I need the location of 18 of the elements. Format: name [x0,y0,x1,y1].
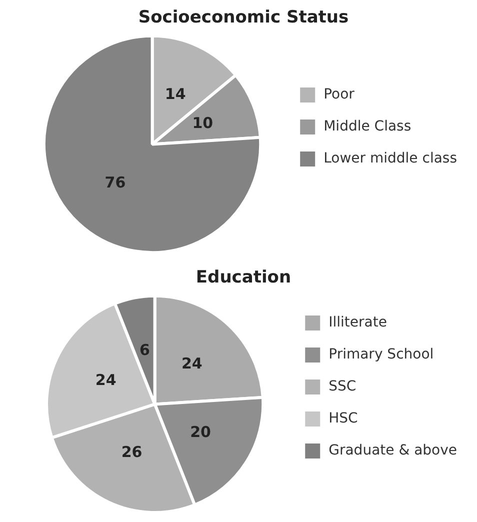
chart-title: Education [196,268,292,288]
legend-label: Lower middle class [324,150,458,167]
legend-label: Primary School [328,346,434,363]
chart-title: Socioeconomic Status [138,8,349,28]
data-label: 24 [95,371,116,390]
data-label: 26 [121,443,142,462]
legend-label: Middle Class [324,118,412,135]
legend-label: Illiterate [328,314,387,331]
data-label: 14 [164,85,186,104]
legend-label: SSC [328,378,356,395]
data-label: 10 [192,114,214,132]
data-label: 76 [104,174,126,192]
legend-label: HSC [328,410,358,427]
legend-label: Graduate & above [328,442,458,459]
legend-label: Poor [324,86,355,103]
data-label: 20 [190,423,211,442]
data-label: 6 [139,340,150,359]
data-label: 24 [181,354,202,373]
